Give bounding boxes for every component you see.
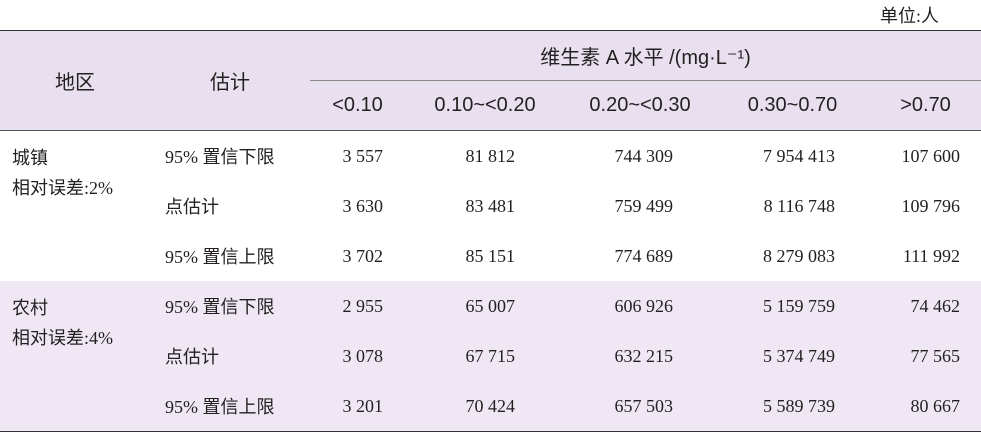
estimate-cell: 95% 置信下限: [165, 147, 275, 167]
value-cell: 81 812: [465, 145, 516, 166]
value-cell: 3 201: [342, 395, 384, 416]
value-cell: 8 116 748: [763, 195, 835, 216]
table-row: 95% 置信上限 3 201 70 424 657 503 5 589 739 80 66…: [0, 381, 981, 432]
table-row: 点估计 3 630 83 481 759 499 8 116 748 109 796: [0, 181, 981, 231]
value-cell: 7 954 413: [763, 145, 835, 166]
header-cell: 0.10~<0.20: [434, 94, 536, 116]
value-cell: 657 503: [614, 395, 674, 416]
value-cell: 65 007: [465, 295, 516, 316]
header-cell: 0.30~0.70: [747, 94, 838, 116]
estimate-cell: 点估计: [165, 197, 219, 217]
table-row: 城镇相对误差:2% 95% 置信下限 3 557 81 812 744 309 7 954…: [0, 131, 981, 199]
unit-note: 单位:人: [879, 6, 939, 26]
table-row: 农村相对误差:4% 95% 置信下限 2 955 65 007 606 926 5 159…: [0, 281, 981, 348]
value-cell: 111 992: [902, 245, 961, 266]
error-note: 相对误差:4%: [12, 328, 113, 348]
value-cell: 606 926: [614, 295, 674, 316]
value-cell: 5 159 759: [763, 295, 835, 316]
value-cell: 8 279 083: [763, 245, 835, 266]
value-cell: 77 565: [910, 345, 961, 366]
error-note: 相对误差:2%: [12, 178, 113, 198]
value-cell: 3 557: [342, 145, 384, 166]
estimate-cell: 点估计: [165, 347, 219, 367]
header-cell: >0.70: [900, 94, 951, 116]
header-cell: <0.10: [332, 94, 383, 116]
header-cell: 0.20~<0.30: [589, 94, 691, 116]
value-cell: 3 702: [342, 245, 384, 266]
value-cell: 74 462: [910, 295, 961, 316]
value-cell: 83 481: [465, 195, 516, 216]
value-cell: 759 499: [614, 195, 674, 216]
data-table: 地区 估计 维生素 A 水平 /(mg·L⁻¹) <0.10 0.10~<0.20…: [0, 30, 981, 432]
value-cell: 5 589 739: [763, 395, 835, 416]
value-cell: 3 630: [342, 195, 384, 216]
value-cell: 85 151: [465, 245, 516, 266]
table-header: 地区 估计 维生素 A 水平 /(mg·L⁻¹) <0.10 0.10~<0.20…: [0, 30, 981, 131]
estimate-cell: 95% 置信上限: [165, 397, 275, 417]
value-cell: 107 600: [901, 145, 961, 166]
estimate-cell: 95% 置信上限: [165, 247, 275, 267]
value-cell: 70 424: [465, 395, 516, 416]
region-cell: 城镇相对误差:2%: [0, 131, 150, 282]
value-cell: 744 309: [614, 145, 674, 166]
value-cell: 67 715: [465, 345, 516, 366]
header-cell: 地区: [55, 72, 95, 94]
region-name: 城镇: [12, 148, 48, 168]
header-cell: 估计: [210, 72, 250, 94]
table-row: 95% 置信上限 3 702 85 151 774 689 8 279 083 111 9…: [0, 231, 981, 281]
estimate-cell: 95% 置信下限: [165, 297, 275, 317]
value-cell: 2 955: [342, 295, 384, 316]
value-cell: 632 215: [614, 345, 674, 366]
region-name: 农村: [12, 298, 48, 318]
region-cell: 农村相对误差:4%: [0, 281, 150, 432]
header-cell: 维生素 A 水平 /(mg·L⁻¹): [310, 30, 981, 81]
value-cell: 80 667: [910, 395, 961, 416]
value-cell: 3 078: [342, 345, 384, 366]
value-cell: 5 374 749: [763, 345, 835, 366]
table-row: 点估计 3 078 67 715 632 215 5 374 749 77 565: [0, 331, 981, 381]
value-cell: 109 796: [901, 195, 961, 216]
value-cell: 774 689: [614, 245, 674, 266]
